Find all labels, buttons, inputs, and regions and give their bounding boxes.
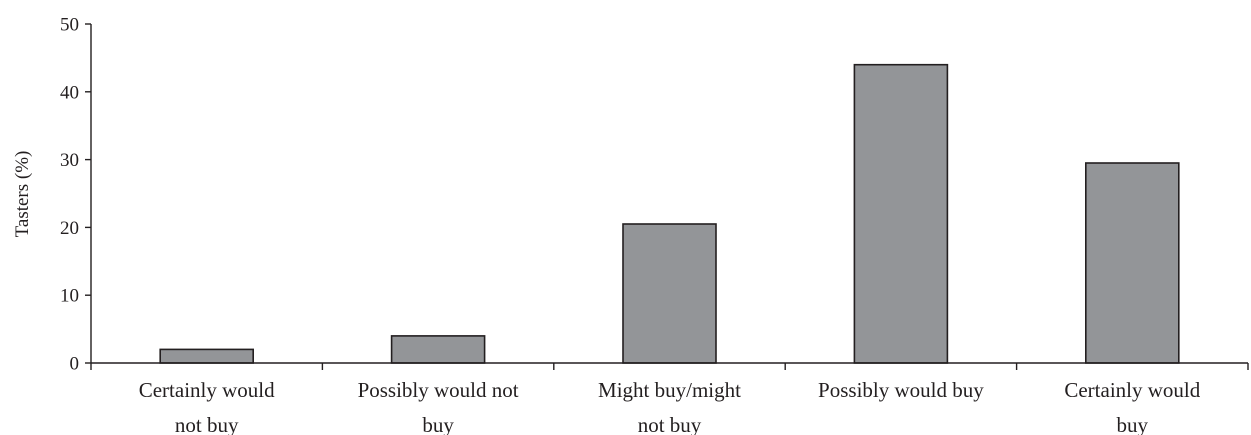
- y-tick-label: 10: [60, 286, 79, 307]
- x-tick-label: Might buy/might not buy: [598, 378, 741, 435]
- x-tick-label-line: Might buy/might: [598, 378, 741, 402]
- x-tick-label: Certainly would buy: [1064, 378, 1200, 435]
- x-tick-label-line: Certainly would: [139, 378, 275, 402]
- y-tick-label: 0: [70, 354, 80, 375]
- bar-1: [159, 348, 254, 364]
- y-tick-label: 20: [60, 218, 79, 239]
- x-tick-label-line: not buy: [175, 413, 239, 435]
- bar-2: [390, 335, 486, 364]
- y-tick-label: 50: [60, 15, 79, 36]
- y-axis-title: Tasters (%): [12, 151, 33, 238]
- x-tick-label: Possibly would not buy: [358, 378, 519, 435]
- axes-group: [90, 24, 1249, 370]
- y-ticks-group: 0 10 20 30 40 50: [60, 15, 91, 375]
- x-tick-label-line: Certainly would: [1064, 378, 1200, 402]
- x-tick-label-line: Possibly would not: [358, 378, 519, 402]
- y-tick-label: 40: [60, 82, 79, 103]
- bar-3: [622, 223, 717, 364]
- bar-5: [1085, 162, 1180, 364]
- x-tick-label-line: buy: [1117, 413, 1149, 435]
- bar-4: [853, 63, 949, 364]
- bars-group: [159, 63, 1180, 364]
- y-tick-label: 30: [60, 150, 79, 171]
- x-tick-label: Certainly would not buy: [139, 378, 275, 435]
- x-labels-group: Certainly would not buy Possibly would not…: [139, 378, 1201, 435]
- x-tick-label: Possibly would buy: [818, 378, 984, 402]
- x-tick-label-line: Possibly would buy: [818, 378, 984, 402]
- x-tick-label-line: not buy: [638, 413, 702, 435]
- x-tick-label-line: buy: [422, 413, 454, 435]
